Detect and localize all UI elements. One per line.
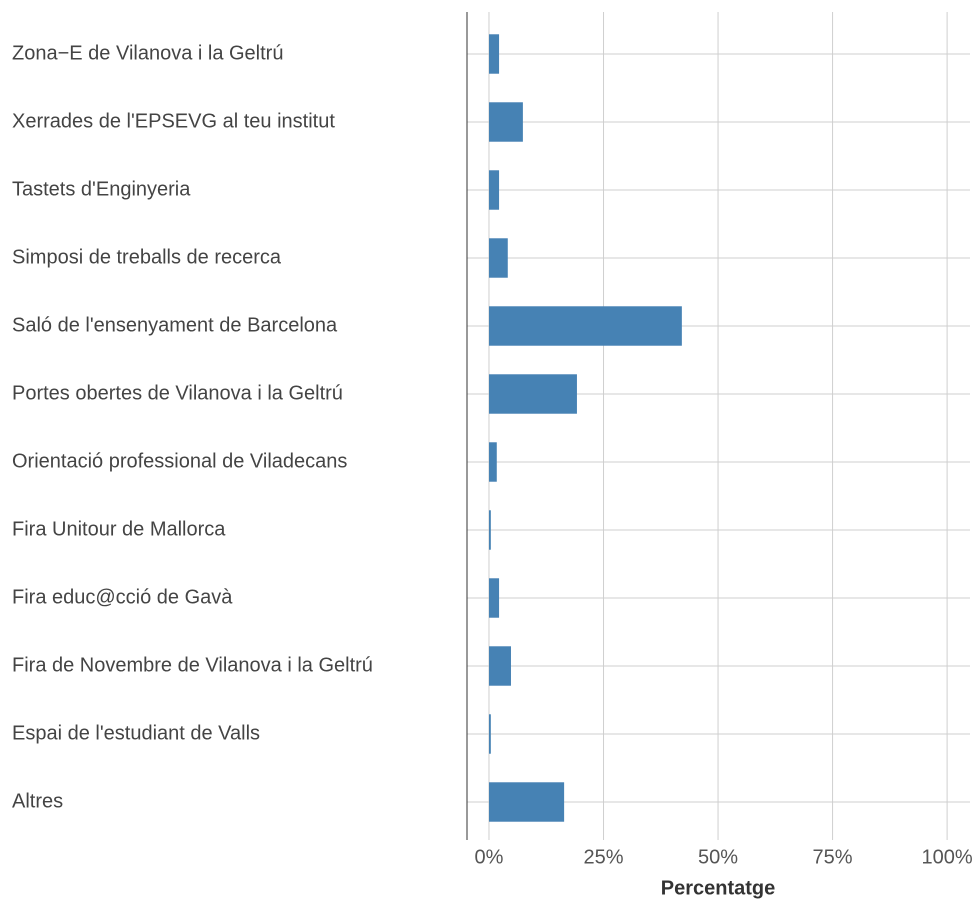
y-tick-label: Fira educ@cció de Gavà bbox=[12, 586, 233, 608]
y-tick-label: Saló de l'ensenyament de Barcelona bbox=[12, 314, 338, 336]
bar bbox=[488, 782, 565, 822]
bar bbox=[488, 442, 497, 482]
bar bbox=[488, 374, 577, 414]
y-tick-label: Orientació professional de Viladecans bbox=[12, 450, 347, 472]
bar bbox=[488, 170, 500, 210]
bar bbox=[488, 34, 500, 74]
y-tick-label: Simposi de treballs de recerca bbox=[12, 246, 282, 268]
x-tick-label: 0% bbox=[475, 846, 504, 868]
bar bbox=[488, 306, 682, 346]
bar bbox=[488, 238, 508, 278]
x-tick-label: 100% bbox=[922, 846, 973, 868]
y-tick-label: Portes obertes de Vilanova i la Geltrú bbox=[12, 382, 343, 404]
bar bbox=[488, 510, 491, 550]
bar bbox=[488, 578, 500, 618]
x-tick-label: 50% bbox=[698, 846, 738, 868]
y-tick-label: Zona−E de Vilanova i la Geltrú bbox=[12, 42, 283, 64]
x-tick-label: 25% bbox=[583, 846, 623, 868]
bar bbox=[488, 714, 491, 754]
y-tick-label: Fira Unitour de Mallorca bbox=[12, 518, 226, 540]
x-axis-title: Percentatge bbox=[661, 877, 776, 899]
x-tick-label: 75% bbox=[813, 846, 853, 868]
bar bbox=[488, 102, 523, 142]
bar bbox=[488, 646, 511, 686]
y-tick-label: Tastets d'Enginyeria bbox=[12, 178, 191, 200]
y-tick-label: Espai de l'estudiant de Valls bbox=[12, 722, 260, 744]
y-tick-label: Xerrades de l'EPSEVG al teu institut bbox=[12, 110, 335, 132]
y-tick-label: Altres bbox=[12, 790, 63, 812]
y-tick-label: Fira de Novembre de Vilanova i la Geltrú bbox=[12, 654, 373, 676]
